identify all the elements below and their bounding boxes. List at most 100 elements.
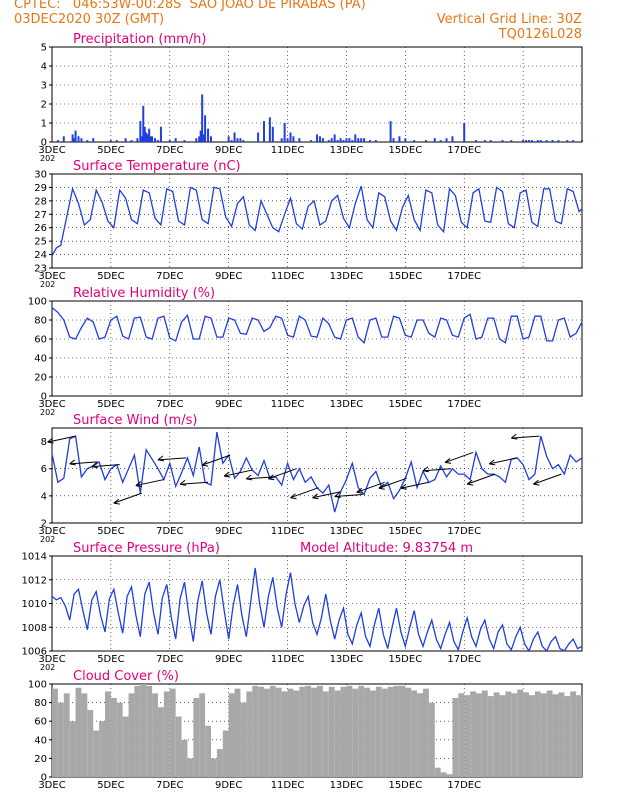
precip-bar (202, 134, 205, 142)
precip-bar (545, 140, 548, 142)
cloud-bar (63, 693, 70, 777)
precip-bar (149, 136, 152, 142)
pres-xtick-label: 9DEC (215, 654, 242, 665)
temp-ytick-label: 29 (34, 183, 47, 194)
cloud-bar (140, 684, 147, 777)
cloud-bar (481, 690, 488, 777)
pres-xtick-label: 7DEC (156, 654, 183, 665)
precip-bar (342, 140, 345, 142)
precip-bar (136, 138, 139, 142)
cloud-bar (511, 693, 518, 777)
wind-xtick-label: 7DEC (156, 526, 183, 537)
cloud-bar (452, 697, 459, 777)
cloud-bar (428, 702, 435, 777)
pres-xtick-label: 5DEC (97, 654, 124, 665)
cloud-bar (440, 772, 447, 777)
header-model-code: TQ0126L028 (498, 27, 582, 42)
wind-arrow-head (113, 498, 120, 505)
wind-arrow-head (488, 459, 496, 466)
cloud-bar (493, 692, 500, 777)
cloud-bar (517, 689, 524, 777)
cloud-bar (93, 730, 100, 777)
cloud-bar (128, 693, 135, 777)
cloud-bar (476, 693, 482, 777)
cloud-ytick-label: 20 (34, 754, 47, 765)
wind-xtick-label: 5DEC (97, 526, 124, 537)
wind-arrow-head (466, 479, 474, 486)
precip-bar (183, 140, 186, 142)
precip-bar (536, 140, 539, 142)
temp-ytick-label: 24 (34, 250, 47, 261)
temp-year-fragment: 202 (40, 280, 55, 289)
wind-xtick-label: 15DEC (388, 526, 422, 537)
cloud-bar (423, 688, 429, 777)
cloud-bar (205, 725, 211, 777)
cloud-bar (187, 758, 194, 777)
precip-bar (528, 140, 530, 142)
cloud-bar (134, 685, 141, 777)
wind-arrow-head (91, 462, 98, 469)
precip-bar (522, 140, 525, 142)
wind-arrow-head (201, 460, 209, 467)
precip-bar (73, 138, 76, 142)
cloud-bar (393, 685, 400, 777)
wind-arrow-head (157, 455, 165, 462)
precip-bar (62, 136, 65, 142)
cloud-bar (169, 688, 176, 777)
precip-frame (51, 46, 583, 143)
precip-bar (145, 132, 148, 142)
rh-ytick-label: 0 (41, 392, 47, 403)
precip-bar (318, 136, 321, 142)
precip-bar (227, 136, 230, 142)
cloud-bar (534, 691, 541, 777)
cloud-bar (417, 693, 423, 777)
precip-bar (286, 138, 289, 142)
precip-bar (557, 140, 560, 142)
wind-arrow-head (245, 474, 253, 481)
wind-xtick-label: 13DEC (330, 526, 364, 537)
cloud-bar (311, 687, 317, 777)
rh-ytick-label: 100 (28, 297, 47, 308)
temp-xtick-label: 7DEC (156, 271, 183, 282)
cloud-bar (375, 686, 382, 777)
cloud-bar (458, 693, 465, 777)
rh-ytick-label: 40 (34, 354, 47, 365)
cloud-bar (275, 687, 282, 777)
precip-title: Precipitation (mm/h) (73, 32, 206, 47)
wind-arrow-head (179, 479, 187, 486)
precip-bar (581, 140, 583, 142)
precip-ytick-label: 0 (41, 138, 47, 149)
precip-bar (475, 140, 477, 142)
cloud-bar (293, 690, 300, 777)
cloud-bar (322, 691, 329, 777)
cloud-bar (216, 749, 223, 777)
precip-bar (351, 140, 354, 142)
wind-arrow-head (334, 492, 341, 498)
rh-ytick-label: 80 (34, 316, 47, 327)
cloud-bar (464, 695, 471, 777)
precip-bar (151, 136, 154, 142)
precip-bar (283, 123, 286, 142)
precip-bar (143, 126, 146, 142)
precip-ytick-label: 2 (41, 100, 47, 111)
cloud-xtick-label: 11DEC (271, 780, 305, 791)
precip-bar (115, 140, 118, 142)
cloud-bar (299, 686, 306, 777)
cloud-bar (105, 691, 111, 777)
precip-bar (71, 134, 74, 142)
cloud-bar (152, 693, 158, 777)
precip-bar (195, 138, 198, 142)
wind-arrow (135, 479, 164, 487)
precip-bar (566, 140, 569, 142)
cloud-xtick-label: 7DEC (156, 780, 183, 791)
wind-xtick-label: 17DEC (447, 526, 481, 537)
cloud-bar (163, 691, 170, 777)
cloud-bar (57, 702, 64, 777)
cloud-bar (334, 690, 341, 777)
precip-bar (280, 138, 283, 142)
precip-bar (345, 138, 348, 142)
temp-ytick-label: 30 (34, 170, 47, 181)
rh-title: Relative Humidity (%) (73, 286, 215, 301)
precip-bar (360, 138, 363, 142)
precip-bar (198, 136, 201, 142)
